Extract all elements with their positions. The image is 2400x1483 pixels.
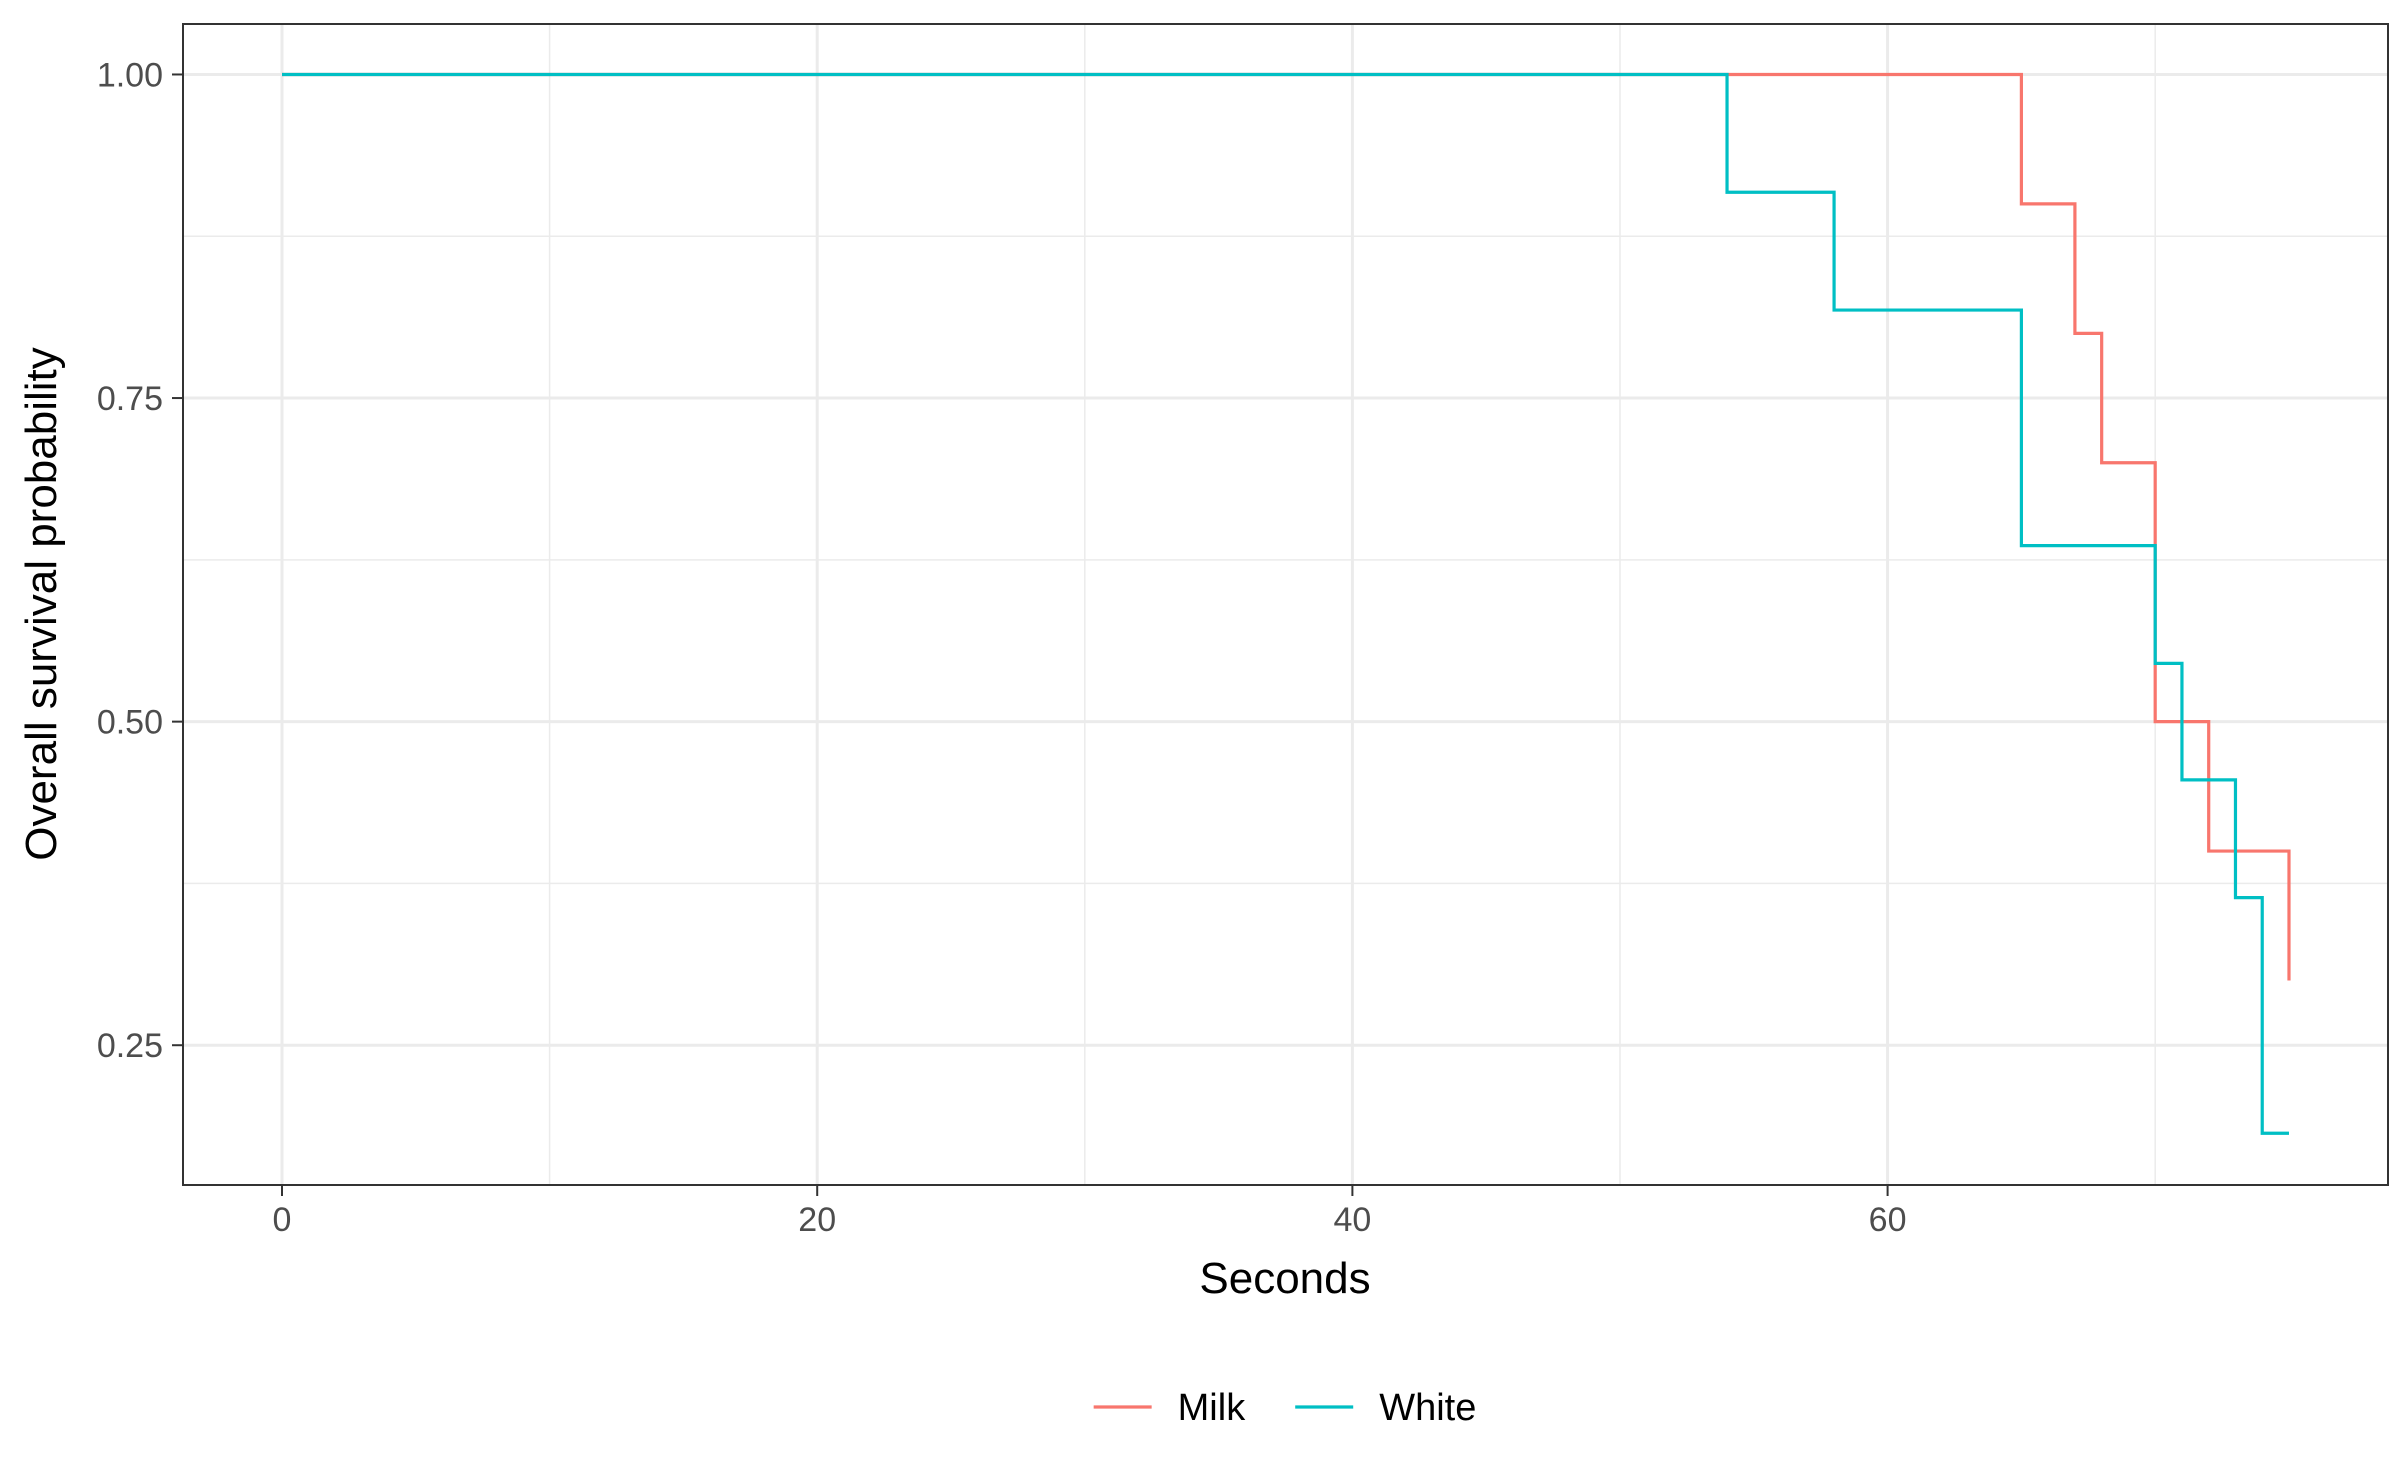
grid-minor xyxy=(183,24,2388,1185)
x-tick-label: 0 xyxy=(273,1201,292,1239)
series-line-white xyxy=(282,72,2289,1135)
legend: Milk White xyxy=(1093,1387,1476,1429)
x-axis-title: Seconds xyxy=(1199,1254,1370,1303)
y-axis-title: Overall survival probability xyxy=(17,347,66,861)
x-tick-label: 60 xyxy=(1869,1201,1907,1239)
y-tick-label: 0.25 xyxy=(97,1027,163,1065)
y-tick-label: 1.00 xyxy=(97,56,163,94)
x-tick-label: 20 xyxy=(798,1201,836,1239)
legend-label-white: White xyxy=(1379,1387,1476,1429)
plot-panel-border xyxy=(182,23,2389,1186)
y-tick-label: 0.75 xyxy=(97,380,163,418)
series-lines xyxy=(282,72,2291,1135)
y-axis: 0.25 0.50 0.75 1.00 xyxy=(97,56,183,1065)
legend-label-milk: Milk xyxy=(1178,1387,1247,1429)
x-tick-label: 40 xyxy=(1333,1201,1371,1239)
x-axis: 0 20 40 60 xyxy=(273,1185,1907,1239)
series-line-milk xyxy=(282,72,2291,981)
plot-panel-background xyxy=(183,24,2388,1185)
y-tick-label: 0.50 xyxy=(97,704,163,742)
